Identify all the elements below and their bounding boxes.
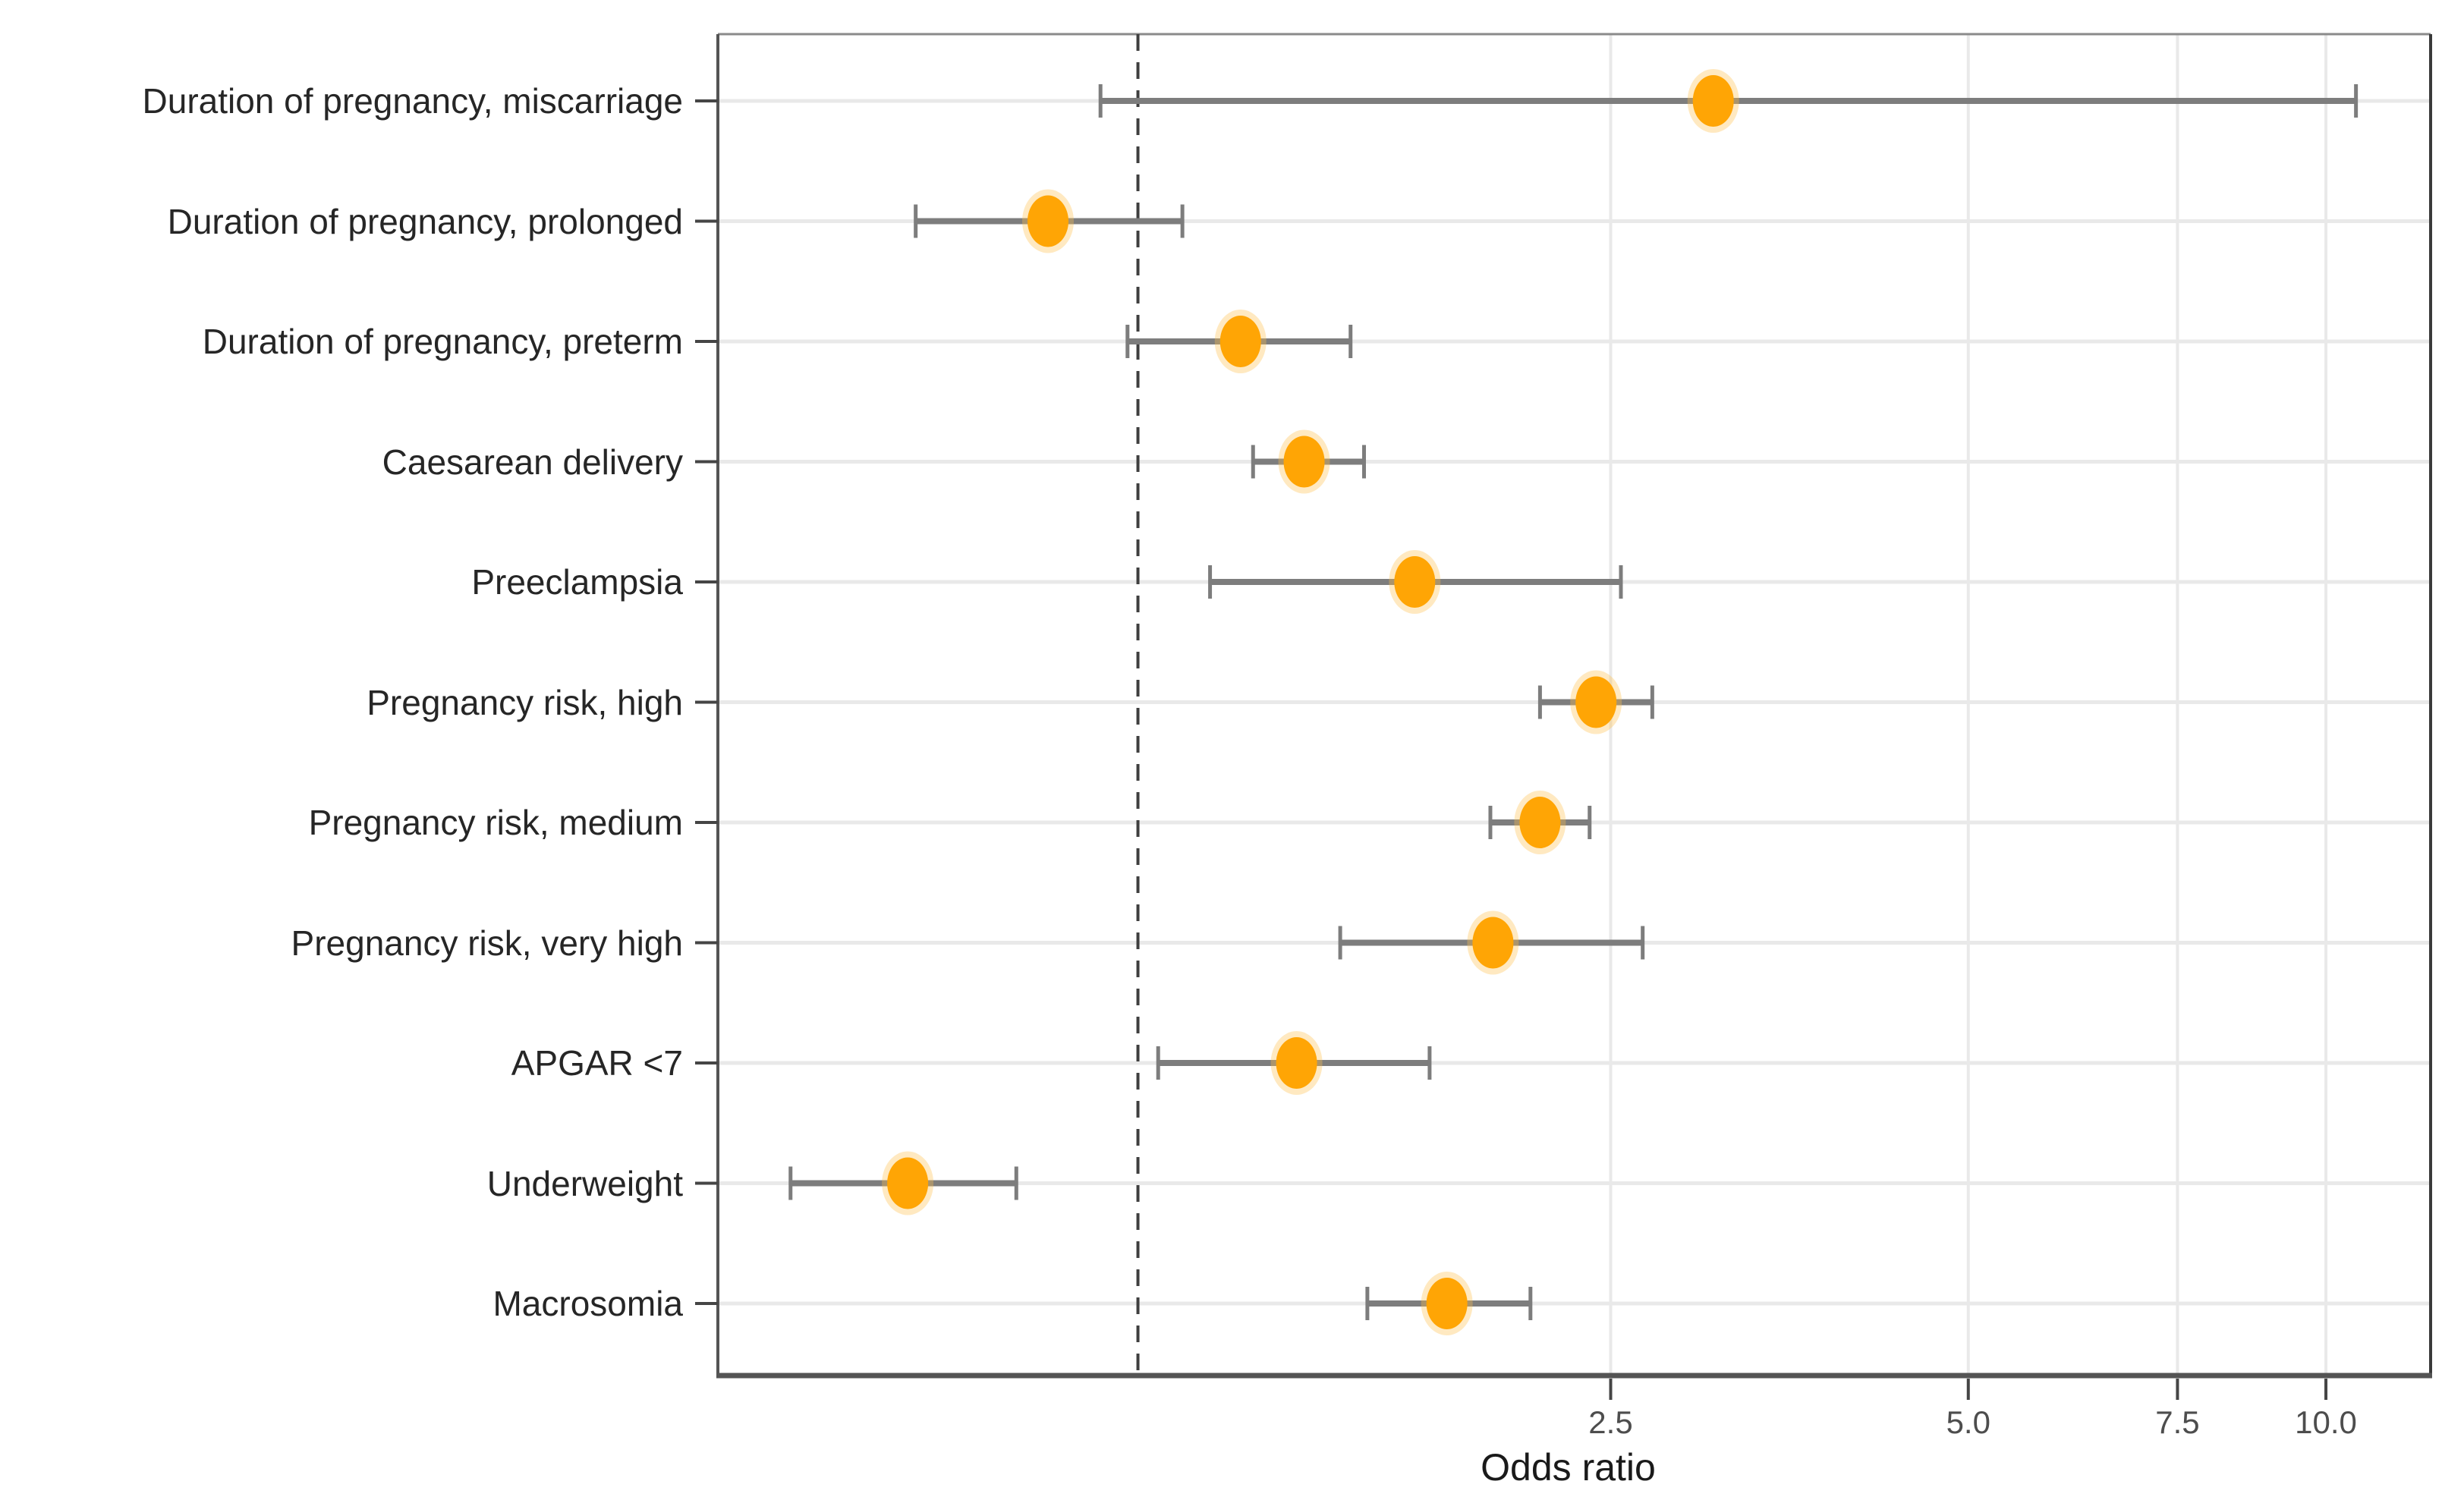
or-point (1472, 917, 1514, 969)
or-point (1692, 75, 1734, 127)
row-label: Pregnancy risk, very high (291, 923, 683, 963)
row-label: Macrosomia (492, 1284, 683, 1323)
or-point (1575, 676, 1617, 728)
row-label: APGAR <7 (511, 1043, 683, 1083)
x-axis-title: Odds ratio (1481, 1446, 1656, 1489)
row-label: Caesarean delivery (382, 442, 683, 482)
row-label: Duration of pregnancy, prolonged (167, 201, 683, 241)
or-point (1276, 1037, 1317, 1089)
or-point (887, 1157, 929, 1209)
x-tick-label: 5.0 (1946, 1404, 1990, 1440)
or-point (1027, 195, 1069, 247)
row-label: Duration of pregnancy, preterm (202, 322, 683, 361)
or-point (1519, 797, 1561, 848)
x-tick-label: 7.5 (2155, 1404, 2200, 1440)
or-point (1283, 436, 1325, 488)
or-point (1426, 1278, 1468, 1329)
row-label: Pregnancy risk, medium (308, 803, 683, 842)
row-label: Pregnancy risk, high (367, 682, 683, 722)
row-label: Underweight (486, 1163, 683, 1203)
x-tick-label: 2.5 (1588, 1404, 1633, 1440)
x-tick-label: 10.0 (2295, 1404, 2357, 1440)
row-label: Duration of pregnancy, miscarriage (142, 81, 683, 121)
or-point (1219, 316, 1261, 367)
row-label: Preeclampsia (471, 562, 683, 602)
or-point (1394, 556, 1436, 608)
